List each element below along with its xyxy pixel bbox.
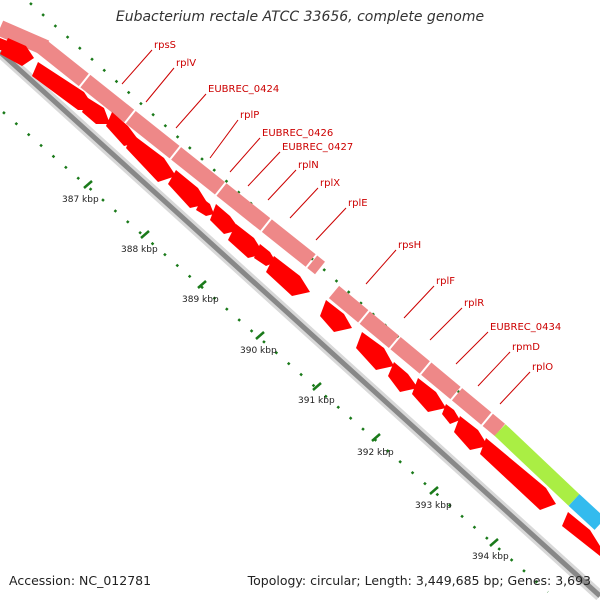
cds-arrow (266, 256, 310, 296)
cds-arrow (228, 224, 264, 258)
leader-line (315, 207, 347, 241)
gene-label: rplR (464, 298, 484, 309)
tick-label: 391 kbp (298, 396, 335, 406)
cds-arrow (442, 404, 460, 424)
leader-line (289, 187, 319, 219)
feature-green (494, 424, 580, 506)
leader-line (499, 371, 531, 405)
label-leaders (121, 49, 531, 405)
gene-label: EUBREC_0427 (282, 142, 353, 153)
gene-label: rplO (532, 362, 553, 373)
tick-label: 393 kbp (415, 501, 452, 511)
tick-label: 387 kbp (62, 195, 99, 205)
leader-line (455, 331, 489, 365)
leader-line (145, 67, 175, 103)
map-title: Eubacterium rectale ATCC 33656, complete… (115, 9, 485, 25)
tick-label: 392 kbp (357, 448, 394, 458)
cds-arrow (32, 62, 96, 110)
leader-line (477, 351, 511, 387)
cds-arrow (254, 244, 276, 266)
cds-arrow (388, 362, 418, 392)
backbone-ring (0, 50, 600, 598)
cds-arrow (454, 416, 488, 450)
gene-label: EUBREC_0434 (490, 322, 561, 333)
gene-segment (328, 285, 506, 437)
major-tick (429, 486, 439, 495)
tick-label: 388 kbp (121, 245, 158, 255)
leader-line (365, 249, 397, 285)
gene-label: rplN (298, 160, 319, 171)
gene-label: EUBREC_0424 (208, 84, 279, 95)
genome-summary-text: Topology: circular; Length: 3,449,685 bp… (247, 573, 591, 588)
gene-labels: rpsS rplV EUBREC_0424 rplP EUBREC_0426 E… (154, 40, 561, 373)
gene-segment (0, 20, 50, 56)
leader-line (403, 285, 435, 319)
tick-label: 394 kbp (472, 552, 509, 562)
gene-label: rpsH (398, 240, 421, 251)
gene-label: rpmD (512, 342, 540, 353)
tick-label: 390 kbp (240, 346, 277, 356)
cds-arrow (480, 438, 556, 510)
feature-blue (568, 494, 600, 530)
scale-tick-ring (2, 111, 549, 593)
accession-text: Accession: NC_012781 (9, 573, 152, 588)
cds-arrow (82, 98, 110, 124)
gene-label: rplV (176, 58, 196, 69)
cds-track (0, 38, 600, 556)
cds-arrow (320, 300, 352, 332)
major-tick (140, 230, 150, 239)
major-tick (312, 382, 322, 391)
major-tick (489, 538, 499, 547)
gene-label: rplE (348, 198, 368, 209)
gene-label: rplF (436, 276, 455, 287)
leader-line (247, 151, 281, 187)
tick-labels: 387 kbp 388 kbp 389 kbp 390 kbp 391 kbp … (62, 195, 509, 562)
leader-line (229, 137, 261, 173)
leader-line (121, 49, 153, 85)
major-ticks (83, 180, 499, 547)
gene-label: rplP (240, 110, 259, 121)
major-tick (255, 331, 265, 340)
cds-arrow (168, 170, 208, 208)
gene-label: rplX (320, 178, 340, 189)
cds-arrow (356, 332, 394, 370)
tick-label: 389 kbp (182, 295, 219, 305)
cds-arrow (196, 198, 214, 216)
gene-label: EUBREC_0426 (262, 128, 333, 139)
leader-line (429, 307, 463, 341)
gene-segment (35, 38, 325, 275)
major-tick (83, 180, 93, 189)
gene-track (0, 20, 506, 437)
cds-arrow (210, 204, 240, 234)
cds-arrow (126, 134, 176, 182)
leader-line (267, 169, 297, 201)
major-tick (371, 433, 381, 442)
cds-arrow (0, 38, 34, 66)
leader-line (175, 93, 207, 129)
major-tick (197, 280, 207, 289)
gene-label: rpsS (154, 40, 176, 51)
cds-arrow (412, 378, 446, 412)
leader-line (209, 119, 239, 159)
cds-arrow (562, 512, 600, 556)
